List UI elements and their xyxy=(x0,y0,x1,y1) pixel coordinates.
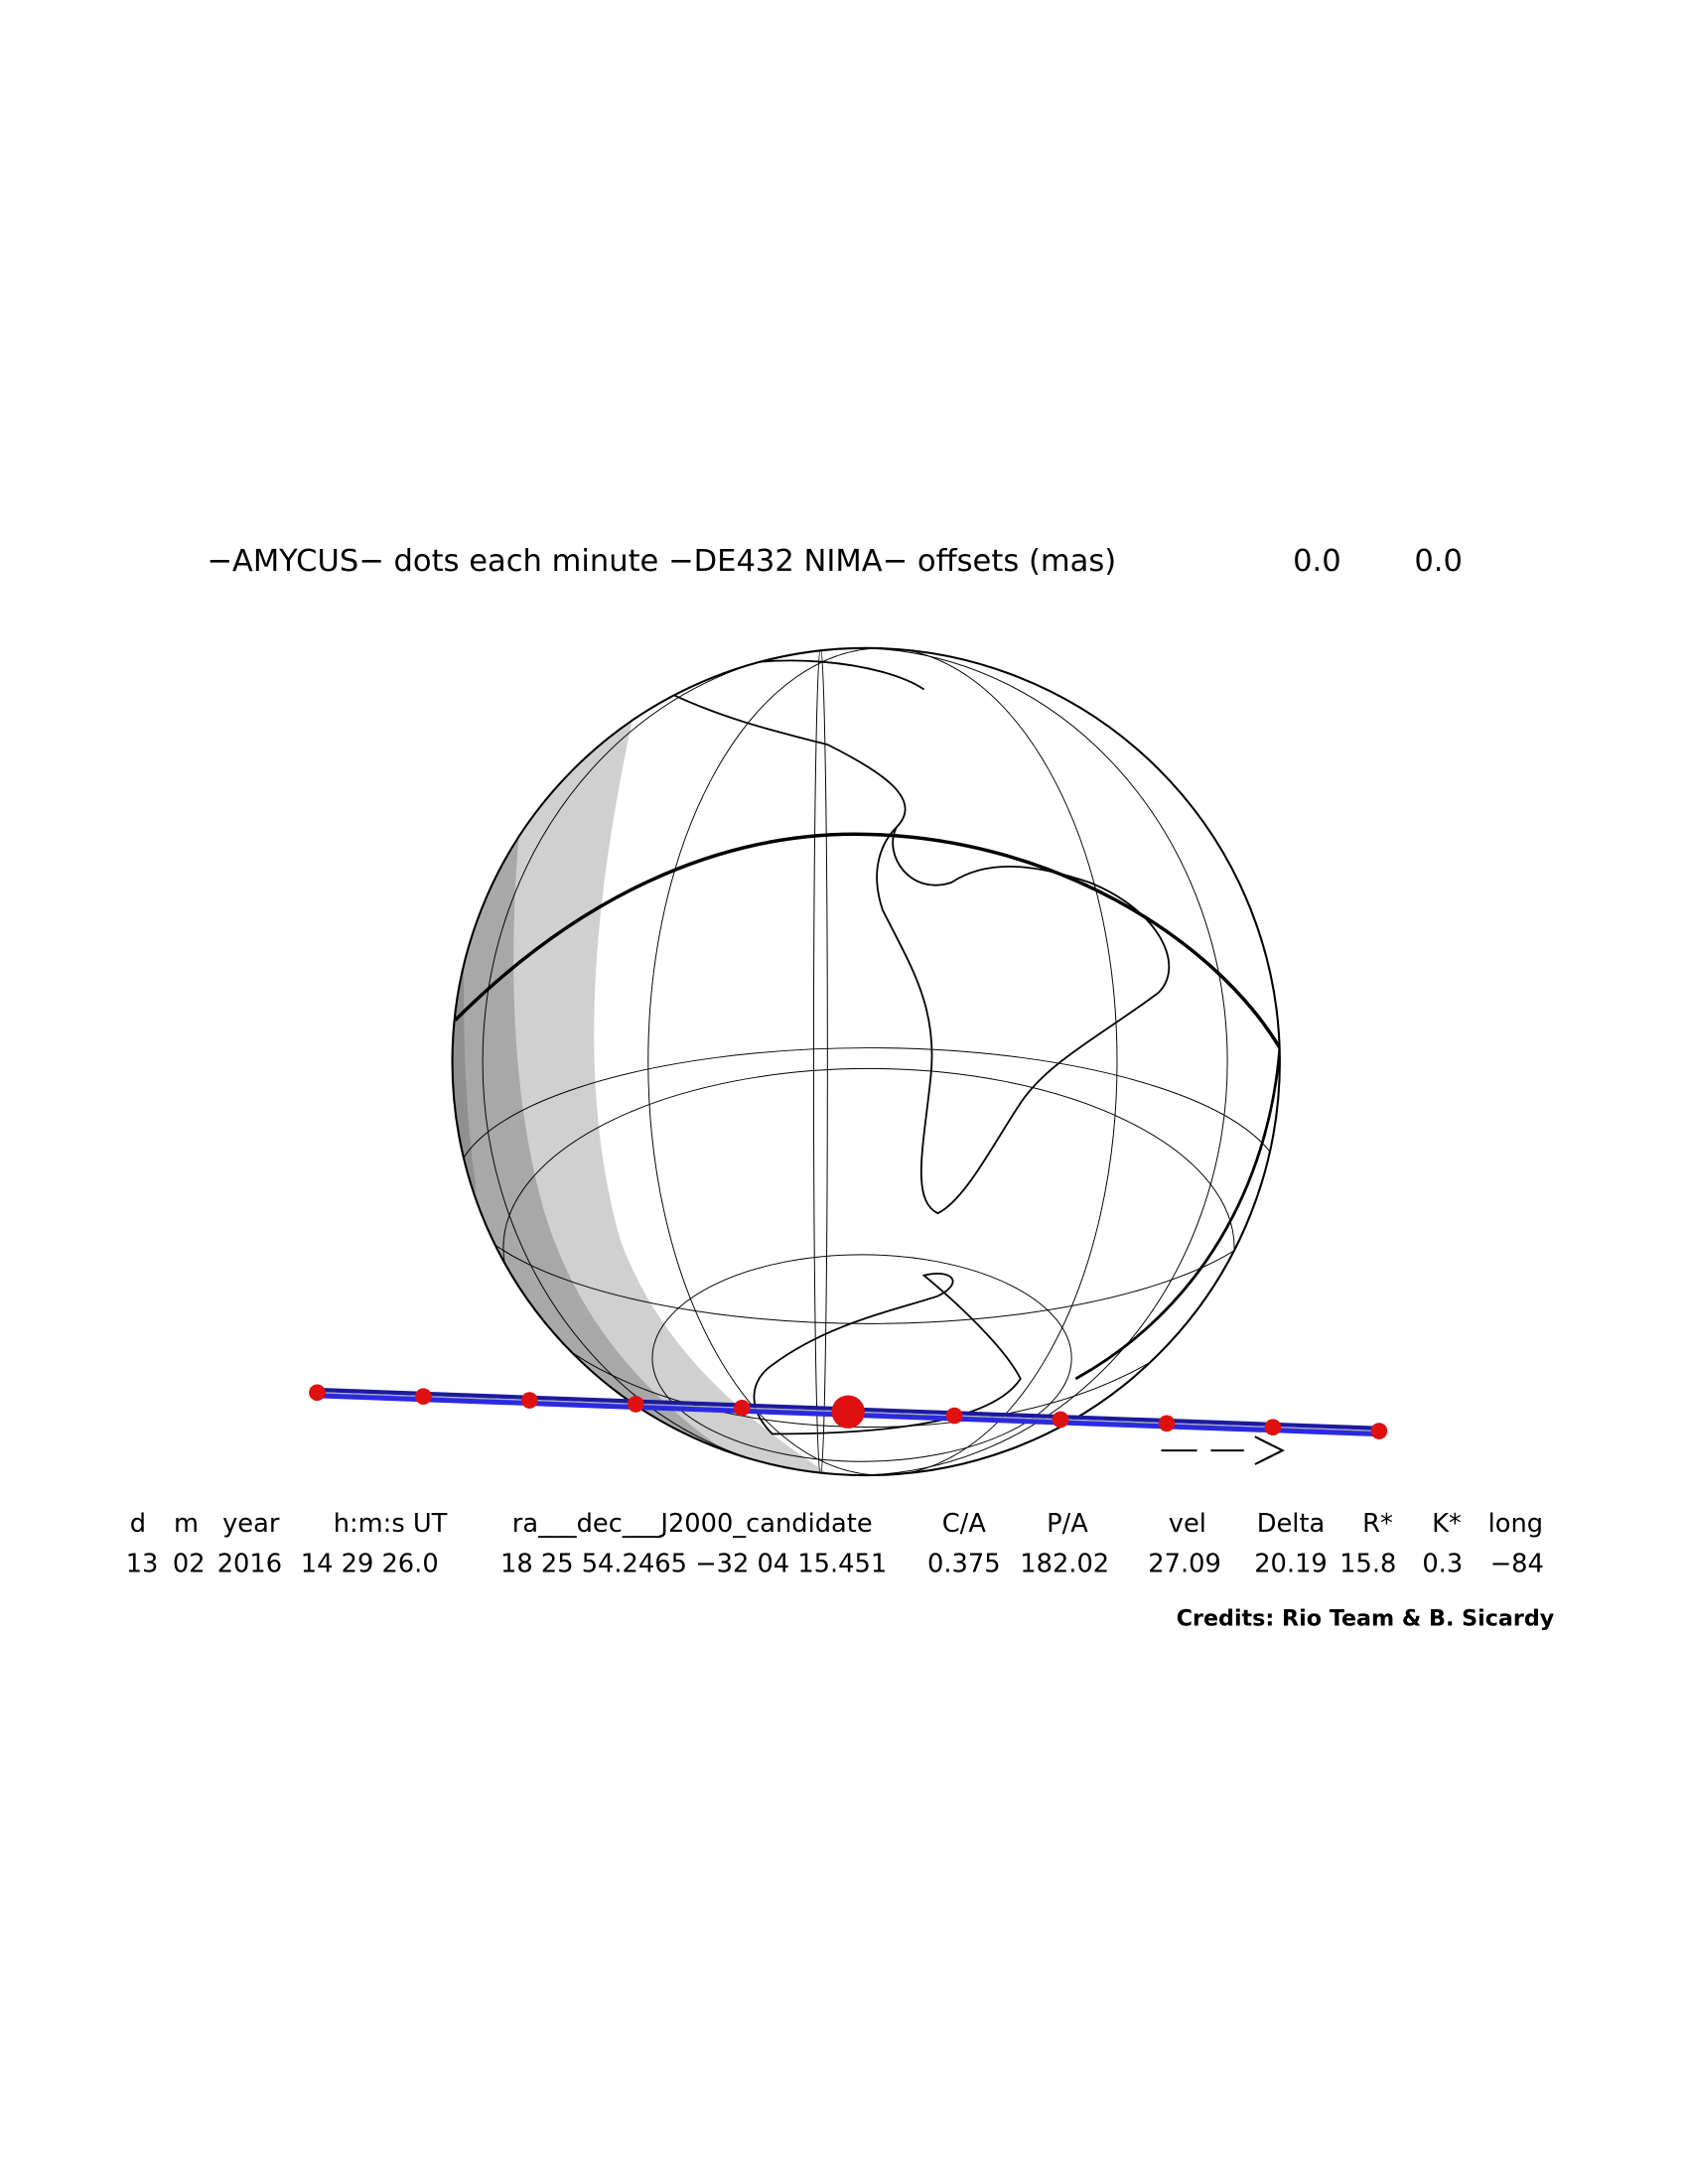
minute-dot xyxy=(1052,1411,1069,1429)
table-value: 0.375 xyxy=(927,1549,1001,1578)
table-value: 27.09 xyxy=(1148,1549,1221,1578)
table-header: long xyxy=(1488,1509,1543,1539)
occultation-path xyxy=(309,1384,1388,1439)
table-value: 14 29 26.0 xyxy=(301,1549,439,1578)
table-value: 0.3 xyxy=(1422,1549,1463,1578)
minute-dot xyxy=(733,1399,751,1417)
table-header: vel xyxy=(1169,1509,1206,1539)
table-value: 2016 xyxy=(217,1549,282,1578)
table-value: 182.02 xyxy=(1020,1549,1109,1578)
table-header: d xyxy=(130,1509,146,1539)
minute-dot xyxy=(1264,1419,1282,1436)
minute-dot xyxy=(945,1407,963,1425)
minute-dot xyxy=(521,1392,538,1409)
table-header: P/A xyxy=(1047,1509,1088,1539)
table-header: Delta xyxy=(1257,1509,1326,1539)
globe-limb xyxy=(451,646,1281,1477)
minute-dot xyxy=(415,1388,432,1405)
table-value: 13 xyxy=(126,1549,159,1578)
table-value: 20.19 xyxy=(1254,1549,1328,1578)
map-title: −AMYCUS− dots each minute −DE432 NIMA− o… xyxy=(207,544,1116,579)
direction-arrow xyxy=(1161,1435,1285,1465)
minute-dot xyxy=(627,1396,644,1413)
minute-dot xyxy=(309,1384,326,1402)
table-value: 02 xyxy=(173,1549,206,1578)
table-header: R* xyxy=(1362,1509,1393,1539)
minute-dot xyxy=(1370,1423,1388,1439)
offset-dec: 0.0 xyxy=(1414,544,1463,579)
credits: Credits: Rio Team & B. Sicardy xyxy=(1177,1606,1555,1632)
table-header: year xyxy=(222,1509,280,1539)
table-header: C/A xyxy=(942,1509,987,1539)
offset-ra: 0.0 xyxy=(1293,544,1341,579)
minute-dot xyxy=(1158,1415,1176,1433)
table-value: −84 xyxy=(1490,1549,1544,1578)
minute-dot xyxy=(831,1395,865,1429)
table-value: 15.8 xyxy=(1339,1549,1396,1578)
table-value: 18 25 54.2465 −32 04 15.451 xyxy=(500,1549,887,1578)
table-header: h:m:s UT xyxy=(334,1509,448,1539)
table-header: K* xyxy=(1432,1509,1462,1539)
table-header: m xyxy=(174,1509,199,1539)
globe xyxy=(452,647,1280,1476)
table-header: ra___dec___J2000_candidate xyxy=(512,1509,873,1539)
